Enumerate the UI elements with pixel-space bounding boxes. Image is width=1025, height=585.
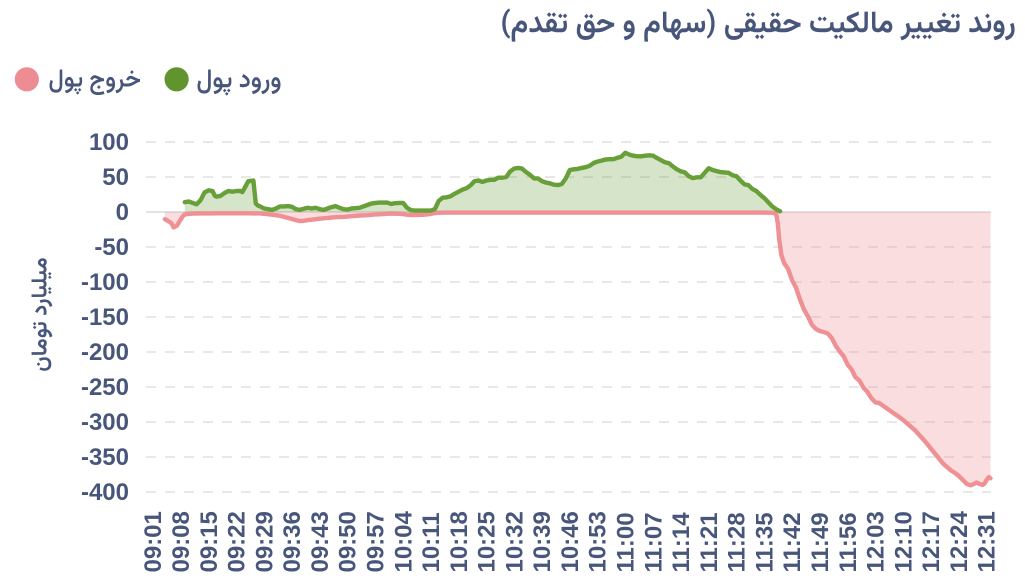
svg-text:09:50: 09:50 <box>335 511 362 572</box>
svg-text:11:42: 11:42 <box>779 512 806 572</box>
svg-text:10:46: 10:46 <box>557 511 584 572</box>
svg-text:12:03: 12:03 <box>863 511 890 572</box>
svg-text:09:15: 09:15 <box>196 511 223 572</box>
svg-text:100: 100 <box>89 129 129 156</box>
svg-text:-350: -350 <box>81 444 129 471</box>
svg-text:11:07: 11:07 <box>640 512 667 572</box>
svg-text:09:01: 09:01 <box>140 511 167 572</box>
svg-text:12:24: 12:24 <box>946 510 973 572</box>
svg-text:09:29: 09:29 <box>251 511 278 572</box>
svg-text:11:28: 11:28 <box>724 512 751 572</box>
svg-text:12:31: 12:31 <box>974 511 1001 572</box>
svg-text:10:04: 10:04 <box>390 510 417 572</box>
svg-text:-300: -300 <box>81 409 129 436</box>
svg-text:-150: -150 <box>81 304 129 331</box>
svg-text:10:39: 10:39 <box>529 511 556 572</box>
svg-text:09:36: 09:36 <box>279 511 306 572</box>
svg-text:12:10: 12:10 <box>890 511 917 572</box>
svg-text:11:21: 11:21 <box>696 512 723 572</box>
svg-text:-400: -400 <box>81 479 129 506</box>
svg-text:09:22: 09:22 <box>224 511 251 572</box>
svg-text:12:17: 12:17 <box>918 511 945 572</box>
svg-text:10:32: 10:32 <box>501 511 528 572</box>
svg-text:09:57: 09:57 <box>363 511 390 572</box>
svg-text:11:00: 11:00 <box>613 512 640 572</box>
svg-text:10:18: 10:18 <box>446 511 473 572</box>
svg-text:11:49: 11:49 <box>807 512 834 572</box>
svg-text:-50: -50 <box>94 234 129 261</box>
svg-text:11:14: 11:14 <box>668 512 695 573</box>
svg-text:09:43: 09:43 <box>307 511 334 572</box>
svg-text:10:53: 10:53 <box>585 511 612 572</box>
svg-text:-100: -100 <box>81 269 129 296</box>
svg-text:-200: -200 <box>81 339 129 366</box>
svg-text:09:08: 09:08 <box>168 511 195 572</box>
svg-text:-250: -250 <box>81 374 129 401</box>
svg-text:10:11: 10:11 <box>418 512 445 572</box>
svg-text:50: 50 <box>102 164 129 191</box>
svg-text:0: 0 <box>116 199 129 226</box>
svg-text:11:35: 11:35 <box>751 512 778 572</box>
svg-text:11:56: 11:56 <box>835 512 862 572</box>
svg-text:10:25: 10:25 <box>474 511 501 572</box>
